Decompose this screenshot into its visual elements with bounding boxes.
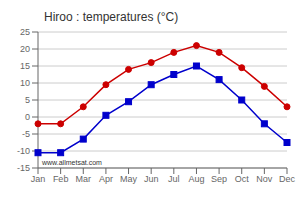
svg-text:Mar: Mar — [76, 174, 92, 184]
svg-text:May: May — [120, 174, 138, 184]
svg-text:Jun: Jun — [144, 174, 159, 184]
svg-text:0: 0 — [25, 112, 30, 122]
svg-text:5: 5 — [25, 95, 30, 105]
html-text:Hiroo : temperatures (°C): Hiroo : temperatures (°C) — [44, 10, 179, 24]
svg-text:Jan: Jan — [31, 174, 46, 184]
svg-text:Jul: Jul — [168, 174, 180, 184]
svg-text:10: 10 — [20, 78, 30, 88]
svg-text:Nov: Nov — [256, 174, 273, 184]
svg-text:Sep: Sep — [211, 174, 227, 184]
svg-text:15: 15 — [20, 61, 30, 71]
svg-text:25: 25 — [20, 27, 30, 37]
html-text:www.allmetsat.com: www.allmetsat.com — [42, 159, 102, 166]
svg-text:Feb: Feb — [53, 174, 69, 184]
svg-text:-15: -15 — [17, 163, 30, 173]
svg-text:Dec: Dec — [279, 174, 296, 184]
svg-text:-10: -10 — [17, 146, 30, 156]
svg-text:Apr: Apr — [99, 174, 113, 184]
svg-text:Aug: Aug — [188, 174, 204, 184]
svg-text:20: 20 — [20, 44, 30, 54]
svg-text:-5: -5 — [22, 129, 30, 139]
svg-text:Oct: Oct — [235, 174, 250, 184]
